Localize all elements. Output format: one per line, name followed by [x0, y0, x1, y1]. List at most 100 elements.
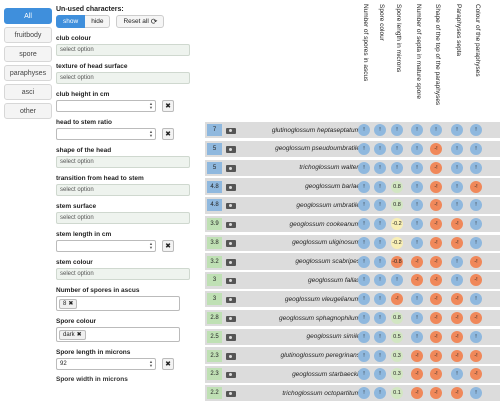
spinner-icon[interactable]: ▲ ▼: [149, 101, 153, 110]
table-row[interactable]: 3.9 geoglossum cookeanum!! -0.2! -! -!!: [205, 215, 500, 233]
species-name[interactable]: geoglossum simile: [306, 333, 360, 341]
camera-icon[interactable]: [226, 295, 237, 304]
table-row[interactable]: 5 trichoglossum walteri!!!! -!!!: [205, 159, 500, 176]
character-match-cell: !: [411, 218, 423, 231]
species-name[interactable]: geoglossum sphagnophilum: [279, 314, 360, 322]
camera-icon[interactable]: [226, 201, 237, 210]
column-header-spore-length-in-microns[interactable]: Spore length in microns: [393, 4, 407, 106]
camera-icon[interactable]: [226, 333, 237, 341]
species-name[interactable]: geoglossum cookeanum: [289, 220, 360, 228]
filter-tag-input-number-of-spores-in-ascus[interactable]: 8 ✖: [56, 296, 180, 311]
camera-icon[interactable]: [226, 370, 237, 379]
table-row[interactable]: 3.2 geoglossum scabripes!! -0.8 -! -!! -!: [205, 253, 500, 270]
camera-icon[interactable]: [226, 183, 237, 191]
category-tab-other[interactable]: other: [4, 103, 52, 119]
category-tab-asci[interactable]: asci: [4, 84, 52, 100]
character-match-cell: !: [470, 124, 482, 137]
species-name[interactable]: geoglossum starbaeckii: [292, 370, 360, 378]
camera-icon[interactable]: [226, 239, 237, 247]
species-name[interactable]: trichoglossum walteri: [299, 164, 360, 172]
camera-icon[interactable]: [226, 314, 237, 322]
camera-icon[interactable]: [226, 164, 237, 172]
filter-select-stem-surface[interactable]: select option: [56, 212, 190, 224]
table-row[interactable]: 2.2 trichoglossum octopartitum!! 0.1 -! -! -!…: [205, 384, 500, 402]
camera-icon[interactable]: [226, 126, 237, 135]
filter-tag[interactable]: 8 ✖: [59, 298, 78, 309]
filter-label-shape-of-the-head: shape of the head: [56, 147, 112, 154]
filter-select-transition-from-head-to-stem[interactable]: select option: [56, 184, 190, 196]
column-header-colour-of-the-paraphyses[interactable]: Colour of the paraphyses: [472, 4, 486, 106]
match-score: 4.8: [207, 199, 222, 212]
category-tab-fruitbody[interactable]: fruitbody: [4, 27, 52, 43]
spinner-icon[interactable]: ▲ ▼: [149, 129, 153, 138]
category-tab-all[interactable]: All: [4, 8, 52, 24]
camera-icon[interactable]: [226, 220, 237, 229]
column-header-number-of-septa-in-mature-spore[interactable]: Number of septa in mature spore: [413, 4, 427, 106]
category-tab-spore[interactable]: spore: [4, 46, 52, 62]
table-row[interactable]: 2.8 geoglossum sphagnophilum!! 0.8! -! -! -!: [205, 309, 500, 327]
species-name[interactable]: geoglossum barlae: [305, 183, 360, 191]
filter-number-input-spore-length-in-microns[interactable]: 92 ▲ ▼: [56, 358, 156, 370]
table-row[interactable]: 2.5 geoglossum simile!! 0.5! -! -!!: [205, 328, 500, 345]
column-header-shape-of-the-top-of-the-paraphyses[interactable]: Shape of the top of the paraphyses: [432, 4, 446, 106]
camera-icon[interactable]: [226, 352, 237, 360]
table-row[interactable]: 4.8 geoglossum barlae!! 0.8! -!! -!: [205, 178, 500, 195]
character-match-cell: !: [411, 312, 423, 324]
species-name[interactable]: geoglossum vleugelianum: [284, 295, 360, 303]
species-name[interactable]: geoglossum uliginosum: [292, 239, 360, 247]
character-match-cell: !: [470, 293, 482, 306]
table-row[interactable]: 3.8 geoglossum uliginosum!! -0.2! -! -!!: [205, 234, 500, 252]
clear-filter-button[interactable]: ✖: [162, 100, 174, 112]
clear-filter-button[interactable]: ✖: [162, 358, 174, 370]
camera-icon[interactable]: [226, 276, 237, 285]
remove-tag-icon[interactable]: ✖: [76, 332, 82, 338]
table-row[interactable]: 3 geoglossum vleugelianum!! -!! -! -!!: [205, 291, 500, 308]
species-name[interactable]: trichoglossum octopartitum: [282, 389, 360, 397]
clear-filter-button[interactable]: ✖: [162, 128, 174, 140]
column-header-spore-colour[interactable]: Spore colour: [376, 4, 390, 106]
table-row[interactable]: 2.3 glutinoglossum peregrinans!! 0.3 -! -! -!…: [205, 347, 500, 364]
filter-number-input-head-to-stem-ratio[interactable]: ▲ ▼: [56, 128, 156, 140]
spinner-icon[interactable]: ▲ ▼: [149, 359, 153, 368]
species-table: 7 glutinoglossum heptaseptatum!!!!!!! 5 geo…: [205, 122, 500, 404]
filter-number-input-club-height-in-cm[interactable]: ▲ ▼: [56, 100, 156, 112]
character-match-cell: !: [358, 142, 370, 155]
remove-tag-icon[interactable]: ✖: [68, 301, 74, 307]
character-match-cell: -!: [430, 274, 442, 287]
filter-label-club-colour: club colour: [56, 35, 92, 42]
camera-icon[interactable]: [226, 145, 237, 153]
species-name[interactable]: geoglossum scabripes: [295, 258, 360, 266]
category-tab-paraphyses[interactable]: paraphyses: [4, 65, 52, 81]
show-unused-button[interactable]: show: [56, 15, 86, 28]
table-row[interactable]: 5 geoglossum pseudoumbratile!!!! -!!!: [205, 140, 500, 158]
table-row[interactable]: 7 glutinoglossum heptaseptatum!!!!!!!: [205, 122, 500, 139]
filter-select-shape-of-the-head[interactable]: select option: [56, 156, 190, 168]
filter-select-club-colour[interactable]: select option: [56, 44, 190, 56]
filter-list: club colour select option texture of head …: [56, 35, 190, 370]
hide-unused-button[interactable]: hide: [85, 15, 111, 28]
table-row[interactable]: 3 geoglossum fallax!!! -! -!! -!: [205, 272, 500, 289]
spinner-icon[interactable]: ▲ ▼: [149, 241, 153, 250]
character-match-cell: !: [374, 368, 386, 381]
column-header-label: Shape of the top of the paraphyses: [434, 4, 441, 106]
filter-number-input-stem-length-in-cm[interactable]: ▲ ▼: [56, 240, 156, 252]
camera-icon[interactable]: [226, 389, 237, 398]
species-name[interactable]: geoglossum umbratile: [296, 201, 360, 209]
clear-filter-button[interactable]: ✖: [162, 240, 174, 252]
column-header-number-of-spores-in-ascus[interactable]: Number of spores in ascus: [360, 4, 374, 106]
camera-icon[interactable]: [226, 258, 237, 266]
table-row[interactable]: 4.8 geoglossum umbratile!! 0.8! -!!!: [205, 197, 500, 214]
filter-select-texture-of-head-surface[interactable]: select option: [56, 72, 190, 84]
filter-tag[interactable]: dark ✖: [59, 329, 86, 340]
species-name[interactable]: glutinoglossum peregrinans: [280, 352, 361, 360]
filter-tag-input-spore-colour[interactable]: dark ✖: [56, 327, 180, 342]
species-name[interactable]: glutinoglossum heptaseptatum: [271, 126, 360, 134]
species-name[interactable]: geoglossum fallax: [307, 276, 360, 284]
table-row[interactable]: 2.3 geoglossum starbaeckii!! 0.3 -! -!! -!: [205, 366, 500, 383]
filter-select-stem-colour[interactable]: select option: [56, 268, 190, 280]
character-match-cell: 0.8: [391, 199, 403, 212]
species-name[interactable]: geoglossum pseudoumbratile: [275, 145, 360, 153]
character-match-cell: !: [470, 199, 482, 212]
column-header-paraphyses-septa[interactable]: Paraphyses septa: [453, 4, 467, 106]
reset-all-button[interactable]: Reset all ⟳: [116, 15, 165, 28]
